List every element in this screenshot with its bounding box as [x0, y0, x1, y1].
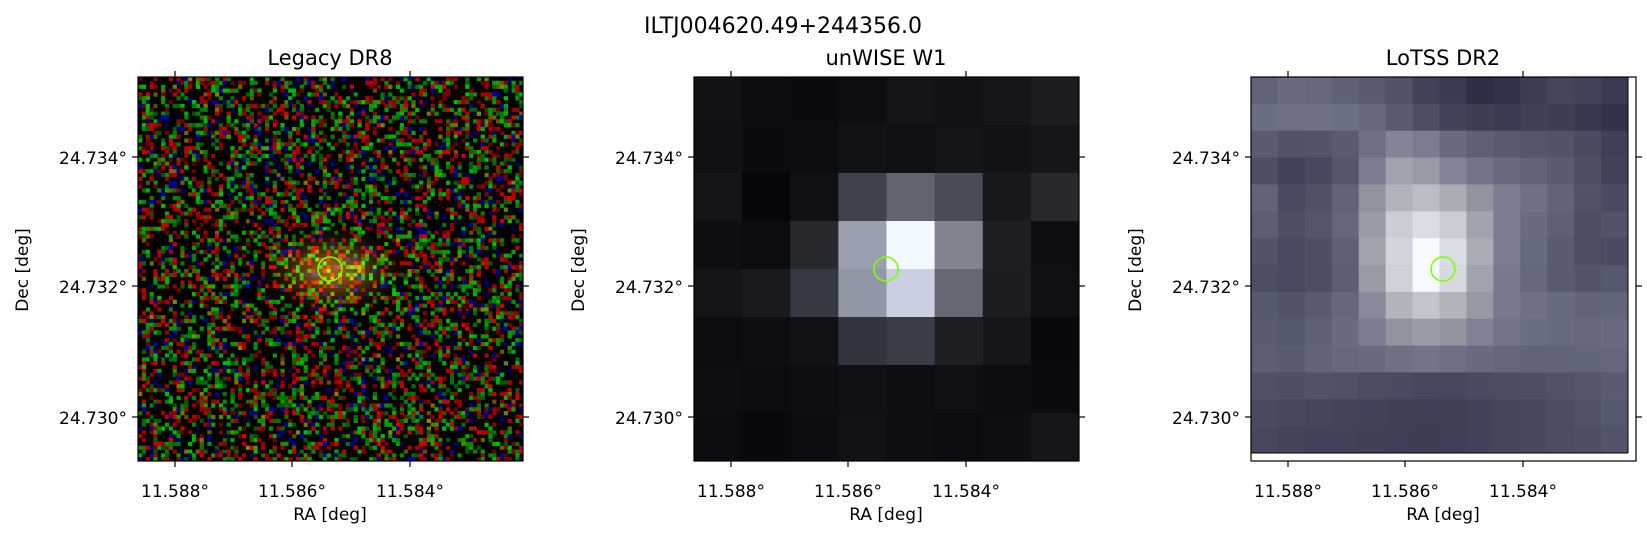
y-tick-label: 24.732°	[1172, 278, 1240, 298]
figure-title: ILTJ004620.49+244356.0	[644, 14, 922, 39]
image-legacy-dr8	[138, 77, 524, 462]
circle-marker	[317, 256, 343, 282]
axes-frame	[693, 76, 1080, 462]
panel-title: Legacy DR8	[267, 46, 392, 70]
x-tick-label: 11.584°	[932, 482, 1000, 502]
x-tick-label: 11.584°	[1489, 482, 1557, 502]
axes-frame	[137, 76, 524, 462]
x-axis-label: RA [deg]	[849, 505, 922, 525]
y-axis-label: Dec [deg]	[1126, 228, 1146, 312]
panel-unwise-w1: unWISE W1 11.588° 11.586° 11.584° 24.734…	[569, 46, 1085, 525]
x-tick-label: 11.588°	[141, 482, 209, 502]
y-axis-label: Dec [deg]	[569, 228, 589, 312]
y-tick-label: 24.732°	[59, 278, 127, 298]
x-tick-label: 11.586°	[258, 482, 326, 502]
panel-title: LoTSS DR2	[1386, 46, 1500, 70]
x-tick-label: 11.588°	[697, 482, 765, 502]
y-tick-label: 24.730°	[615, 409, 683, 429]
y-axis-label: Dec [deg]	[13, 228, 33, 312]
y-tick-label: 24.730°	[1172, 409, 1240, 429]
x-tick-label: 11.586°	[814, 482, 882, 502]
y-tick-label: 24.734°	[615, 149, 683, 169]
image-lotss-dr2	[1251, 77, 1637, 462]
y-tick-label: 24.730°	[59, 409, 127, 429]
tick-marks	[132, 71, 529, 467]
panel-legacy-dr8: Legacy DR8 11.588° 11.586° 11.584° 24.73…	[13, 46, 529, 525]
tick-marks	[688, 71, 1085, 467]
y-tick-label: 24.734°	[59, 149, 127, 169]
circle-marker	[1430, 256, 1456, 282]
x-tick-label: 11.584°	[376, 482, 444, 502]
y-tick-label: 24.732°	[615, 278, 683, 298]
x-axis-label: RA [deg]	[1406, 505, 1479, 525]
x-tick-label: 11.588°	[1254, 482, 1322, 502]
x-tick-label: 11.586°	[1371, 482, 1439, 502]
x-axis-label: RA [deg]	[293, 505, 366, 525]
panel-title: unWISE W1	[826, 46, 947, 70]
axes-frame	[1250, 76, 1637, 462]
panel-lotss-dr2: LoTSS DR2 11.588° 11.586° 11.584° 24.734…	[1126, 46, 1642, 525]
image-unwise-w1	[694, 77, 1080, 462]
tick-marks	[1245, 71, 1642, 467]
circle-marker	[873, 256, 899, 282]
y-tick-label: 24.734°	[1172, 149, 1240, 169]
